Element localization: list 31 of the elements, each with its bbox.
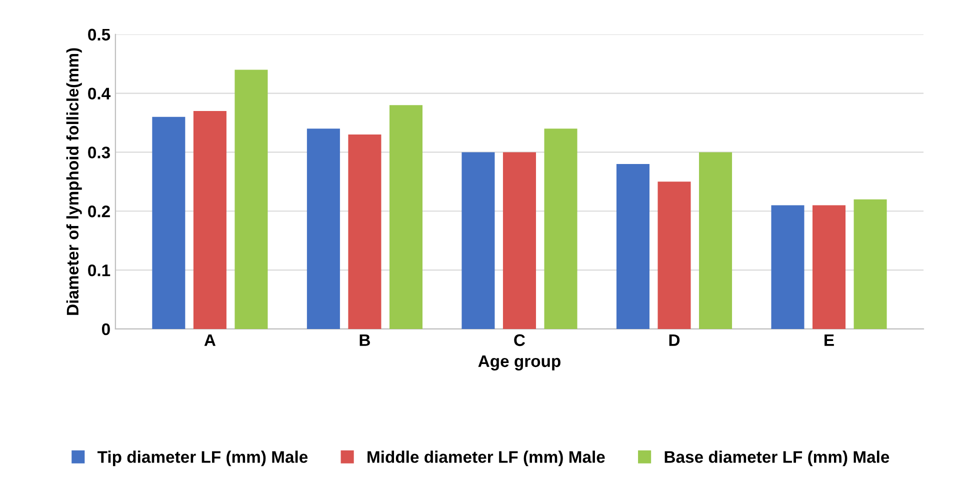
x-tick-label: C bbox=[514, 334, 526, 346]
y-tick-label: 0.1 bbox=[88, 264, 110, 276]
y-tick-label: 0.2 bbox=[88, 206, 110, 218]
bar bbox=[502, 152, 536, 329]
y-axis-title: Diameter of lymphoid follicle(mm) bbox=[66, 48, 82, 315]
bar bbox=[193, 110, 226, 329]
x-axis-title: Age group bbox=[478, 355, 560, 370]
bar bbox=[348, 134, 382, 329]
y-tick-label: 0.4 bbox=[88, 88, 110, 100]
x-tick-label: E bbox=[824, 334, 834, 346]
legend-label: Tip diameter LF (mm) Male bbox=[97, 450, 308, 466]
y-tick-label: 0.5 bbox=[88, 28, 110, 41]
legend-label: Middle diameter LF (mm) Male bbox=[368, 450, 605, 466]
bar bbox=[306, 128, 340, 329]
y-tick-label: 0.3 bbox=[88, 146, 110, 158]
y-tick-label: 0 bbox=[102, 323, 110, 336]
legend-label: Base diameter LF (mm) Male bbox=[664, 450, 890, 466]
bar bbox=[462, 152, 495, 329]
bar bbox=[854, 199, 887, 329]
bar bbox=[771, 205, 804, 329]
bar bbox=[812, 205, 846, 329]
bar bbox=[699, 152, 732, 329]
bar bbox=[389, 105, 422, 329]
bar bbox=[544, 128, 578, 329]
bar bbox=[152, 116, 186, 329]
x-tick-label: D bbox=[669, 334, 680, 346]
bar bbox=[658, 182, 691, 329]
x-tick-label: B bbox=[360, 334, 370, 346]
bar bbox=[234, 70, 268, 329]
x-tick-label: A bbox=[204, 334, 216, 346]
bar bbox=[616, 164, 650, 329]
